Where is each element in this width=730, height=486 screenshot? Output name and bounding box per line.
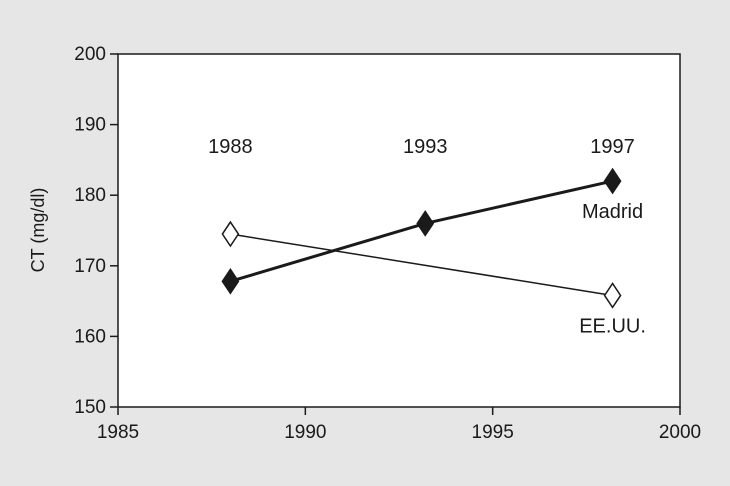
year-annotation: 1997 <box>590 136 635 158</box>
y-tick-label: 150 <box>74 397 106 418</box>
year-annotation: 1993 <box>403 136 448 158</box>
y-tick-label: 180 <box>74 185 106 206</box>
year-annotation: 1988 <box>208 136 253 158</box>
data-point-ee-uu <box>603 282 622 309</box>
data-point-madrid <box>603 167 622 195</box>
y-tick-label: 200 <box>74 44 106 65</box>
data-point-ee-uu <box>221 220 240 248</box>
x-tick-label: 1990 <box>284 422 326 443</box>
data-point-madrid <box>416 210 435 237</box>
x-tick-label: 1985 <box>97 422 139 443</box>
x-axis: 1985 1990 1995 2000 <box>97 407 701 443</box>
y-tick-label: 190 <box>74 115 106 136</box>
series-label-madrid: Madrid <box>582 201 643 223</box>
series-label-ee-uu: EE.UU. <box>579 315 646 337</box>
y-tick-label: 170 <box>74 256 106 277</box>
x-tick-label: 1995 <box>472 422 514 443</box>
y-axis-label: CT (mg/dl) <box>28 188 48 273</box>
series-line-ee-uu <box>230 233 613 297</box>
annotation-layer: 1988 1993 1997 <box>208 136 635 158</box>
y-axis: 150 160 170 180 190 200 <box>74 44 118 418</box>
series-layer: Madrid EE.UU. <box>221 167 646 337</box>
data-point-madrid <box>221 267 240 295</box>
y-tick-label: 160 <box>74 326 106 347</box>
x-tick-label: 2000 <box>659 422 701 443</box>
